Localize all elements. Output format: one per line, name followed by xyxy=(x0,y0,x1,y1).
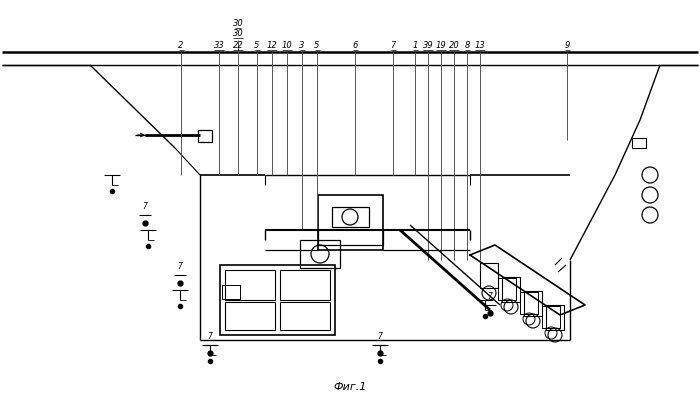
Bar xyxy=(332,207,369,227)
Text: 22: 22 xyxy=(232,41,244,50)
Text: 7: 7 xyxy=(208,332,212,341)
Text: 33: 33 xyxy=(214,41,225,50)
Text: 30: 30 xyxy=(232,29,244,38)
Text: 30: 30 xyxy=(232,19,244,28)
Bar xyxy=(225,302,275,330)
Text: 12: 12 xyxy=(267,41,277,50)
Text: 2: 2 xyxy=(178,41,183,50)
Text: Фиг.1: Фиг.1 xyxy=(333,382,367,392)
Bar xyxy=(542,306,560,328)
Bar xyxy=(300,240,340,268)
Bar xyxy=(220,265,335,335)
Bar xyxy=(498,278,516,300)
Text: 6: 6 xyxy=(352,41,358,50)
Bar xyxy=(546,305,564,330)
Text: 10: 10 xyxy=(281,41,293,50)
Bar xyxy=(280,270,330,300)
Bar xyxy=(480,263,498,288)
Text: 7: 7 xyxy=(391,41,395,50)
Bar xyxy=(280,302,330,330)
Text: 7: 7 xyxy=(143,202,148,211)
Text: 7: 7 xyxy=(377,332,382,341)
Bar xyxy=(520,292,538,314)
Text: 8: 8 xyxy=(464,41,470,50)
Text: 7: 7 xyxy=(178,262,183,271)
Bar xyxy=(198,130,212,142)
Bar xyxy=(632,138,646,148)
Bar xyxy=(225,270,275,300)
Text: 13: 13 xyxy=(475,41,485,50)
Text: 5: 5 xyxy=(254,41,260,50)
Text: 1: 1 xyxy=(412,41,418,50)
Bar xyxy=(318,195,383,250)
Text: 39: 39 xyxy=(423,41,433,50)
Text: 5: 5 xyxy=(314,41,320,50)
Text: 7: 7 xyxy=(488,292,492,301)
Bar xyxy=(524,291,542,316)
Text: 9: 9 xyxy=(564,41,570,50)
Text: 3: 3 xyxy=(300,41,304,50)
Bar xyxy=(222,285,240,299)
Text: 19: 19 xyxy=(435,41,447,50)
Bar xyxy=(502,277,520,302)
Text: 20: 20 xyxy=(449,41,459,50)
